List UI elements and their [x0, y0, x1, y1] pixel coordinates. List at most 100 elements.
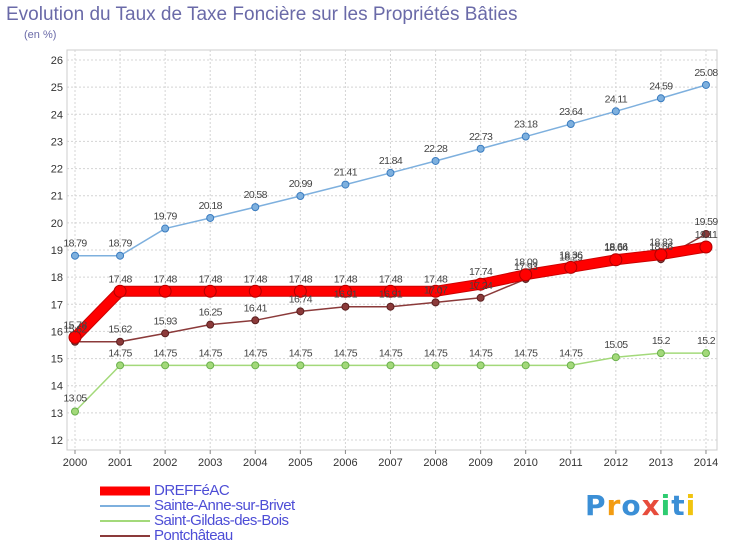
data-label: 17.74 — [469, 266, 493, 278]
data-label: 14.75 — [424, 347, 448, 359]
series-point-2 — [116, 361, 125, 370]
data-label: 16.25 — [199, 307, 223, 319]
proxiti-logo: Proxiti — [585, 489, 697, 522]
data-label: 24.59 — [649, 80, 673, 92]
series-point-0 — [609, 253, 623, 267]
series-point-2 — [701, 349, 710, 358]
data-label: 23.18 — [514, 119, 538, 131]
data-label: 14.75 — [469, 347, 493, 359]
data-label: 17.24 — [469, 280, 493, 292]
data-label: 18.64 — [604, 242, 628, 254]
series-point-3 — [431, 298, 440, 307]
legend-label: Sainte-Anne-sur-Brivet — [154, 497, 295, 514]
series-point-2 — [161, 361, 170, 370]
series-point-1 — [341, 180, 350, 189]
series-point-3 — [206, 320, 215, 329]
data-label: 14.75 — [199, 347, 223, 359]
y-tick-label: 21 — [51, 191, 63, 203]
series-point-3 — [296, 307, 305, 316]
data-label: 25.08 — [694, 67, 718, 79]
series-point-0 — [338, 284, 352, 298]
data-label: 20.99 — [289, 178, 313, 190]
legend-swatch — [100, 483, 150, 498]
series-point-1 — [296, 191, 305, 200]
y-tick-label: 15 — [51, 354, 63, 366]
data-label: 19.59 — [694, 216, 718, 228]
data-label: 16.74 — [289, 293, 313, 305]
data-label: 17.48 — [334, 273, 358, 285]
series-point-2 — [251, 361, 260, 370]
y-tick-label: 26 — [51, 55, 63, 67]
y-tick-label: 19 — [51, 245, 63, 257]
series-point-2 — [386, 361, 395, 370]
x-tick-label: 2005 — [288, 457, 312, 469]
data-label: 15.62 — [63, 324, 87, 336]
data-label: 13.05 — [63, 393, 87, 405]
data-label: 14.75 — [153, 347, 177, 359]
legend: DREFFéAC Sainte-Anne-sur-Brivet Saint-Gild… — [100, 482, 295, 544]
series-point-2 — [431, 361, 440, 370]
x-tick-label: 2001 — [108, 457, 132, 469]
data-label: 19.11 — [695, 229, 718, 241]
series-point-0 — [519, 268, 533, 282]
legend-swatch — [100, 528, 150, 543]
data-label: 23.64 — [559, 106, 583, 118]
data-label: 17.48 — [289, 273, 313, 285]
legend-item: Saint-Gildas-des-Bois — [100, 512, 295, 529]
series-point-1 — [431, 156, 440, 165]
y-tick-label: 23 — [51, 136, 63, 148]
data-label: 15.2 — [652, 335, 671, 347]
x-tick-label: 2014 — [694, 457, 718, 469]
y-tick-label: 16 — [51, 326, 63, 338]
data-label: 21.41 — [334, 167, 358, 179]
series-point-1 — [251, 203, 260, 212]
x-tick-label: 2009 — [468, 457, 492, 469]
series-point-2 — [566, 361, 575, 370]
series-point-0 — [564, 260, 578, 274]
data-label: 16.41 — [244, 302, 268, 314]
series-point-0 — [158, 284, 172, 298]
data-label: 15.78 — [63, 319, 87, 331]
y-tick-label: 24 — [51, 109, 63, 121]
data-label: 15.62 — [108, 324, 132, 336]
x-tick-label: 2010 — [513, 457, 537, 469]
series-point-1 — [656, 94, 665, 103]
x-tick-label: 2007 — [378, 457, 402, 469]
legend-swatch — [100, 498, 150, 513]
y-tick-label: 17 — [51, 299, 63, 311]
series-point-2 — [611, 353, 620, 362]
data-label: 17.48 — [424, 273, 448, 285]
x-tick-label: 2012 — [604, 457, 628, 469]
data-label: 17.48 — [108, 273, 132, 285]
data-label: 20.18 — [199, 200, 223, 212]
y-tick-label: 14 — [51, 381, 63, 393]
legend-label: Saint-Gildas-des-Bois — [154, 512, 289, 529]
x-tick-label: 2008 — [423, 457, 447, 469]
data-label: 19.79 — [153, 211, 177, 223]
data-label: 18.29 — [559, 251, 583, 263]
series-point-2 — [476, 361, 485, 370]
x-tick-label: 2006 — [333, 457, 357, 469]
series-point-3 — [476, 293, 485, 302]
data-label: 17.48 — [153, 273, 177, 285]
series-point-1 — [566, 120, 575, 129]
series-point-3 — [341, 302, 350, 311]
data-label: 21.84 — [379, 155, 403, 167]
legend-swatch — [100, 513, 150, 528]
data-label: 17.07 — [424, 284, 448, 296]
data-label: 18.09 — [514, 257, 538, 269]
series-point-3 — [161, 329, 170, 338]
data-label: 18.83 — [649, 237, 673, 249]
data-label: 18.66 — [649, 241, 673, 253]
series-point-0 — [654, 248, 668, 262]
data-label: 14.75 — [244, 347, 268, 359]
series-point-2 — [206, 361, 215, 370]
series-point-1 — [521, 132, 530, 141]
data-label: 17.48 — [379, 273, 403, 285]
data-label: 14.75 — [334, 347, 358, 359]
data-label: 17.48 — [199, 273, 223, 285]
series-point-2 — [521, 361, 530, 370]
data-label: 16.91 — [379, 289, 403, 301]
legend-label: Pontchâteau — [154, 527, 233, 544]
